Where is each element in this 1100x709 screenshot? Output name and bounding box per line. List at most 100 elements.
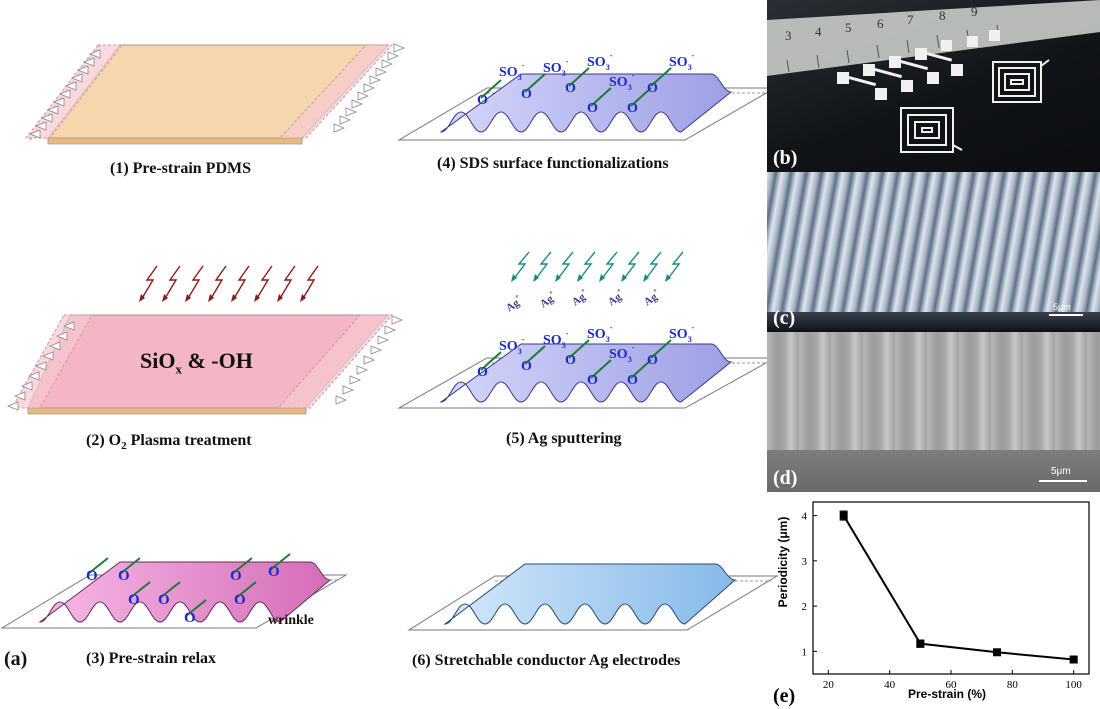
ag-ions: Ag+ Ag+ Ag+ Ag+ Ag+ (505, 286, 663, 314)
x-tick-label: 80 (1007, 679, 1019, 691)
panel-label-c: (c) (773, 307, 796, 329)
scale-bar-c (1049, 314, 1083, 316)
surface-oh-groups: O O O O O O O O (86, 553, 291, 626)
scale-bar-d (1039, 480, 1087, 482)
svg-text:O: O (234, 592, 246, 608)
x-tick-label: 20 (823, 679, 835, 691)
svg-text:O: O (565, 353, 576, 368)
data-point (1069, 655, 1078, 664)
data-point (839, 511, 848, 520)
plot-frame (812, 501, 1090, 675)
series-line (842, 515, 1074, 661)
y-tick-label: 1 (802, 646, 808, 658)
plasma-arrows (139, 265, 319, 302)
y-tick-label: 3 (802, 556, 808, 568)
svg-text:SO3-: SO3- (609, 71, 635, 92)
svg-text:O: O (184, 610, 196, 626)
svg-text:O: O (86, 568, 98, 584)
svg-text:SO3-: SO3- (543, 329, 569, 350)
svg-text:O: O (587, 101, 598, 116)
plasma-surface-label: SiOx & -OH (140, 348, 253, 377)
x-tick-label: 100 (1065, 679, 1082, 691)
step3-caption: (3) Pre-strain relax (86, 650, 217, 667)
svg-text:Ag+: Ag+ (640, 286, 663, 308)
svg-text:O: O (627, 373, 638, 388)
periodicity-chart: Periodicity (μm) Pre-strain (%) (e) 20 40… (773, 501, 1090, 707)
svg-text:O: O (521, 359, 532, 374)
sds-molecules: O SO3- O SO3- O SO3- O SO3- O O SO3- (477, 51, 695, 116)
step4-caption: (4) SDS surface functionalizations (437, 155, 669, 172)
svg-text:O: O (128, 592, 140, 608)
step3-diagram: O O O O O O O O (0, 553, 348, 629)
x-tick-label: 40 (884, 679, 896, 691)
panel-label-e: (e) (773, 685, 795, 707)
spiral-coil-2 (992, 59, 1050, 103)
svg-text:O: O (565, 81, 576, 96)
svg-text:8: 8 (939, 8, 946, 23)
y-tick-label: 4 (802, 511, 808, 523)
data-point (916, 639, 925, 648)
svg-text:SO3-: SO3- (499, 335, 525, 356)
ruler (767, 0, 1100, 76)
right-clamp (278, 44, 394, 139)
svg-text:Ag+: Ag+ (505, 292, 525, 314)
strain-arrows (28, 43, 406, 139)
svg-text:O: O (158, 592, 170, 608)
svg-text:SO3-: SO3- (543, 57, 569, 78)
scale-label-d: 5μm (1051, 466, 1071, 477)
ag-coated-wrinkles (443, 563, 737, 625)
svg-text:6: 6 (877, 16, 884, 31)
svg-text:Ag+: Ag+ (536, 288, 559, 310)
svg-text:5: 5 (845, 20, 852, 35)
svg-text:Ag+: Ag+ (604, 286, 627, 308)
svg-text:7: 7 (907, 12, 914, 27)
step1-diagram (24, 43, 406, 145)
step2-caption: (2) O2 Plasma treatment (86, 432, 252, 453)
panel-label-b: (b) (773, 147, 798, 169)
step1-caption: (1) Pre-strain PDMS (110, 160, 251, 177)
svg-text:3: 3 (785, 28, 792, 43)
svg-text:SO3-: SO3- (609, 343, 635, 364)
svg-text:Ag+: Ag+ (568, 286, 591, 308)
svg-text:O: O (647, 81, 658, 96)
sputter-arrows: Ag+ Ag+ Ag+ Ag+ Ag+ (505, 251, 684, 314)
svg-text:4: 4 (815, 24, 822, 39)
x-axis-label: Pre-strain (%) (908, 687, 986, 701)
svg-text:SO3-: SO3- (669, 323, 695, 344)
svg-text:SO3-: SO3- (587, 51, 613, 72)
silver-electrodes (837, 30, 1000, 100)
step5-diagram: O SO3- O SO3- O SO3- O SO3- O O SO3- (397, 323, 777, 409)
wrinkled-film-pink (38, 561, 332, 623)
svg-text:O: O (477, 365, 488, 380)
svg-text:O: O (647, 353, 658, 368)
step6-diagram (407, 563, 779, 631)
svg-text:SO3-: SO3- (669, 51, 695, 72)
svg-text:O: O (230, 568, 242, 584)
svg-text:SO3-: SO3- (499, 61, 525, 82)
svg-text:O: O (477, 93, 488, 108)
panel-label-a: (a) (4, 648, 28, 670)
panel-label-d: (d) (773, 467, 798, 489)
spiral-coil-1 (900, 107, 963, 153)
data-point (993, 648, 1001, 657)
svg-text:9: 9 (971, 4, 978, 19)
photo-c-wrinkle-optical: 5μm (c) (767, 172, 1100, 332)
step4-diagram: O SO3- O SO3- O SO3- O SO3- O O SO3- (397, 51, 777, 141)
scale-label-c: 5μm (1053, 302, 1071, 312)
svg-text:O: O (521, 87, 532, 102)
svg-text:O: O (118, 568, 130, 584)
step5-caption: (5) Ag sputtering (506, 430, 622, 447)
ruler-numbers: 3 4 5 6 7 8 9 (785, 4, 978, 43)
svg-text:O: O (587, 373, 598, 388)
y-tick-label: 2 (802, 601, 808, 613)
step6-caption: (6) Stretchable conductor Ag electrodes (412, 652, 681, 669)
photo-b-electrodes: 3 4 5 6 7 8 9 (b) (767, 0, 1100, 172)
svg-text:O: O (627, 101, 638, 116)
photo-d-wrinkle-sem: 5μm (d) (767, 332, 1100, 492)
wrinkle-label: wrinkle (268, 613, 314, 628)
step2-diagram (6, 314, 404, 415)
y-axis-label: Periodicity (μm) (776, 517, 790, 608)
svg-text:SO3-: SO3- (587, 323, 613, 344)
svg-text:O: O (268, 564, 280, 580)
x-tick-label: 60 (946, 679, 958, 691)
